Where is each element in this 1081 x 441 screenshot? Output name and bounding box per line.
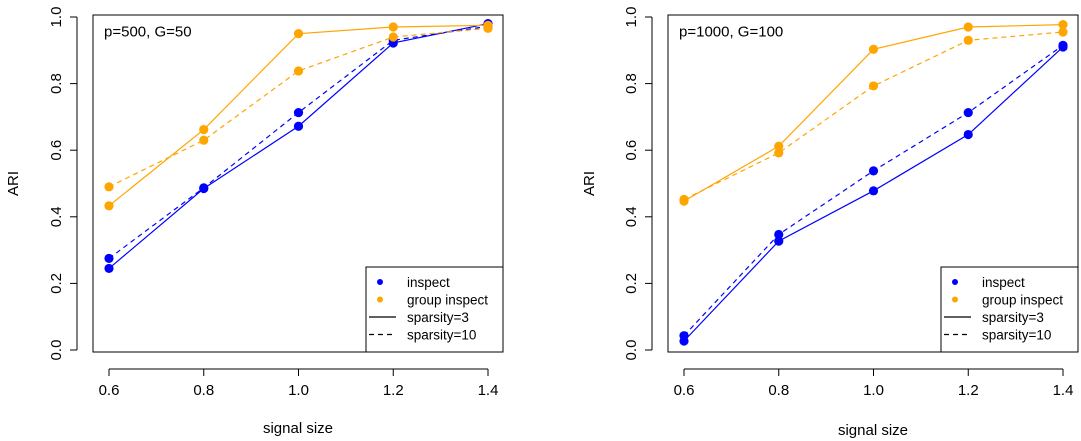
plot-frame bbox=[92, 14, 504, 353]
x-tick-label: 1.0 bbox=[863, 382, 884, 399]
data-point bbox=[774, 236, 784, 246]
data-point bbox=[774, 148, 784, 158]
series-group-inspect-sparsity-3 bbox=[679, 20, 1068, 206]
series-group-inspect-sparsity-10 bbox=[679, 27, 1068, 205]
legend-label: inspect bbox=[982, 275, 1025, 290]
y-tick-label: 0.0 bbox=[48, 340, 65, 361]
data-point bbox=[293, 121, 304, 131]
data-point bbox=[293, 29, 304, 39]
y-axis-label: ARI bbox=[581, 171, 598, 196]
x-axis-label: signal size bbox=[263, 420, 333, 437]
data-point bbox=[199, 135, 209, 145]
data-point bbox=[679, 194, 689, 205]
x-tick-label: 0.6 bbox=[99, 382, 120, 399]
legend: inspect group inspect sparsity=3 sparsity=1… bbox=[365, 266, 504, 353]
x-tick-label: 0.6 bbox=[674, 382, 695, 399]
y-tick-label: 0.6 bbox=[48, 140, 65, 161]
x-tick-label: 1.4 bbox=[478, 382, 499, 399]
x-axis-label: signal size bbox=[838, 422, 908, 439]
legend-box bbox=[365, 266, 504, 353]
legend-label: inspect bbox=[407, 275, 450, 290]
x-tick-label: 1.2 bbox=[383, 382, 404, 399]
y-axis-label: ARI bbox=[5, 171, 22, 196]
y-tick-label: 1.0 bbox=[48, 7, 65, 28]
data-point bbox=[963, 22, 973, 32]
data-point bbox=[293, 107, 304, 118]
data-point bbox=[868, 186, 879, 196]
legend-label: group inspect bbox=[982, 293, 1063, 308]
legend: inspect group inspect sparsity=3 sparsity=1… bbox=[940, 266, 1079, 353]
data-point bbox=[963, 107, 973, 118]
data-point bbox=[679, 331, 689, 341]
x-tick-label: 0.8 bbox=[768, 382, 789, 399]
panel-annotation: p=1000, G=100 bbox=[679, 23, 783, 40]
x-tick-label: 0.8 bbox=[193, 382, 214, 399]
x-tick-label: 1.0 bbox=[288, 382, 309, 399]
y-tick-label: 0.0 bbox=[623, 340, 640, 361]
data-point bbox=[1058, 40, 1068, 50]
legend-marker bbox=[952, 279, 958, 285]
data-point bbox=[1058, 27, 1068, 37]
legend-marker bbox=[952, 296, 958, 303]
legend-label: sparsity=10 bbox=[982, 328, 1051, 343]
legend-label: sparsity=3 bbox=[982, 310, 1044, 325]
data-point bbox=[104, 182, 114, 192]
y-tick-label: 0.8 bbox=[623, 73, 640, 94]
legend-marker bbox=[377, 279, 383, 285]
data-point bbox=[774, 229, 784, 240]
series-line bbox=[108, 25, 489, 259]
legend-label: group inspect bbox=[407, 293, 488, 308]
y-tick-label: 1.0 bbox=[623, 7, 640, 28]
data-point bbox=[963, 35, 973, 45]
data-point bbox=[774, 141, 784, 151]
y-tick-label: 0.6 bbox=[623, 140, 640, 161]
data-point bbox=[868, 44, 879, 54]
legend-marker bbox=[377, 296, 383, 303]
data-point bbox=[199, 124, 209, 135]
data-point bbox=[388, 32, 398, 42]
y-tick-label: 0.4 bbox=[48, 206, 65, 227]
data-point bbox=[199, 183, 209, 193]
legend-label: sparsity=3 bbox=[407, 310, 469, 325]
data-point bbox=[293, 66, 304, 76]
data-point bbox=[963, 129, 973, 140]
data-point bbox=[388, 22, 398, 32]
x-axis: 0.6 0.8 1.0 1.2 1.4 bbox=[99, 368, 499, 399]
x-tick-label: 1.2 bbox=[958, 382, 979, 399]
plot-frame bbox=[667, 14, 1079, 353]
y-tick-label: 0.2 bbox=[48, 273, 65, 294]
y-tick-label: 0.8 bbox=[48, 73, 65, 94]
legend-label: sparsity=10 bbox=[407, 328, 476, 343]
series-group-inspect-sparsity-10 bbox=[104, 23, 493, 192]
y-tick-label: 0.4 bbox=[623, 206, 640, 227]
y-tick-label: 0.2 bbox=[623, 273, 640, 294]
legend-box bbox=[940, 266, 1079, 353]
x-axis: 0.6 0.8 1.0 1.2 1.4 bbox=[674, 368, 1074, 399]
series-inspect-sparsity-10 bbox=[679, 40, 1068, 341]
data-point bbox=[868, 81, 879, 91]
data-point bbox=[104, 263, 114, 274]
data-point bbox=[104, 253, 114, 264]
y-axis: 0.0 0.2 0.4 0.6 0.8 1.0 bbox=[48, 7, 78, 361]
series-line bbox=[108, 23, 489, 269]
x-tick-label: 1.4 bbox=[1053, 382, 1074, 399]
series-inspect-sparsity-3 bbox=[104, 19, 493, 274]
data-point bbox=[104, 201, 114, 211]
series-inspect-sparsity-10 bbox=[104, 21, 493, 264]
series-line bbox=[108, 27, 489, 188]
data-point bbox=[483, 23, 493, 33]
data-point bbox=[1058, 20, 1068, 30]
panel-annotation: p=500, G=50 bbox=[104, 23, 192, 40]
data-point bbox=[868, 166, 879, 176]
y-axis: 0.0 0.2 0.4 0.6 0.8 1.0 bbox=[623, 7, 653, 361]
